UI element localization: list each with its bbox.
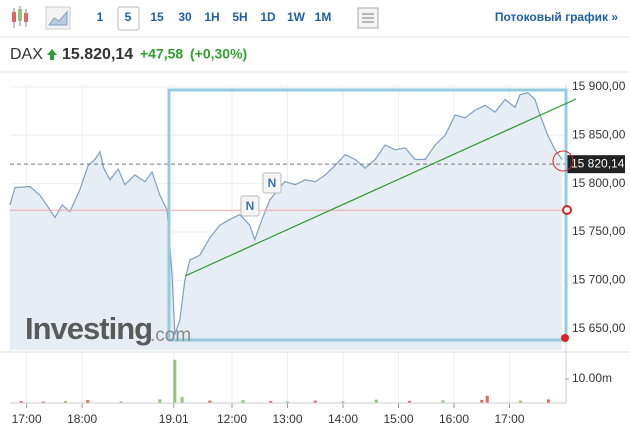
trend-line[interactable] [184, 98, 577, 277]
area [10, 92, 563, 350]
drawing-handle[interactable] [562, 205, 572, 215]
volume-bar [41, 401, 45, 403]
change: +47,58 [140, 46, 183, 62]
y2-tick-label: 10.00m [572, 371, 612, 385]
news-marker[interactable]: N [262, 172, 282, 194]
x-tick-label: 19.01 [159, 412, 189, 426]
x-tick-label: 15:00 [383, 412, 413, 426]
drawing-handle[interactable] [561, 334, 569, 342]
watermark-suffix: .com [150, 325, 191, 346]
volume-bar [374, 399, 378, 403]
instrument-name: DAX [10, 46, 43, 63]
volume-bar [269, 401, 273, 403]
last-value-box [567, 155, 625, 174]
volume-bar [408, 400, 412, 403]
x-tick-label: 14:00 [328, 412, 358, 426]
volume-bar [180, 397, 184, 403]
interval-button[interactable]: 1H [204, 10, 219, 24]
drawn-rectangle[interactable] [167, 88, 568, 342]
last-price: 15.820,14 [62, 46, 133, 63]
interval-button[interactable]: 1D [260, 10, 276, 24]
up-arrow [47, 49, 57, 60]
volume-bar [546, 399, 550, 403]
y-tick-label: 15 750,00 [572, 224, 626, 238]
active-interval-box [117, 6, 140, 31]
volume-bar [480, 399, 484, 403]
volume-bar [441, 400, 445, 403]
volume-bar [208, 400, 212, 403]
news-label: N [268, 176, 277, 190]
drawing-handle[interactable] [552, 150, 574, 172]
interval-button[interactable]: 15 [150, 10, 164, 24]
volume-bar [86, 400, 90, 403]
news-label: N [246, 199, 255, 213]
x-tick-label: 16:00 [439, 412, 469, 426]
news-marker[interactable]: N [240, 195, 260, 217]
streaming-link[interactable]: Потоковый график » [495, 10, 618, 24]
volume-bar [241, 400, 245, 403]
x-tick-label: 18:00 [67, 412, 97, 426]
x-tick-label: 12:00 [217, 412, 247, 426]
volume-bar [313, 400, 317, 403]
x-tick-label: 13:00 [272, 412, 302, 426]
x-tick-label: 17:00 [494, 412, 524, 426]
volume-bar [119, 401, 123, 403]
interval-button[interactable]: 1M [315, 10, 332, 24]
volume-bar [19, 401, 23, 403]
x-tick-label: 17:00 [12, 412, 42, 426]
y-tick-label: 15 850,00 [572, 127, 626, 141]
y-tick-label: 15 700,00 [572, 273, 626, 287]
interval-button[interactable]: 1 [97, 10, 104, 24]
interval-button[interactable]: 5 [125, 10, 132, 24]
interval-button[interactable]: 1W [287, 10, 306, 24]
interval-button[interactable]: 30 [178, 10, 192, 24]
candles-icon[interactable] [12, 6, 28, 28]
interval-button[interactable]: 5H [232, 10, 247, 24]
volume-bar [158, 399, 162, 403]
volume-bar [341, 401, 345, 403]
volume-bar [485, 395, 489, 403]
volume-bar [64, 400, 67, 403]
y-tick-label: 15 650,00 [572, 321, 626, 335]
volume-bar [286, 401, 289, 403]
change-pct: (+0,30%) [190, 46, 247, 62]
y-tick-label: 15 800,00 [572, 176, 626, 190]
area-icon[interactable] [45, 6, 71, 30]
price-line [9, 92, 563, 335]
volume-bar [173, 359, 177, 403]
y-tick-label: 15 900,00 [572, 79, 626, 93]
volume-bar [519, 400, 523, 403]
last-value-label: 15 820,14 [571, 156, 625, 170]
watermark: Investing [25, 311, 152, 346]
settings-icon[interactable] [357, 7, 379, 29]
